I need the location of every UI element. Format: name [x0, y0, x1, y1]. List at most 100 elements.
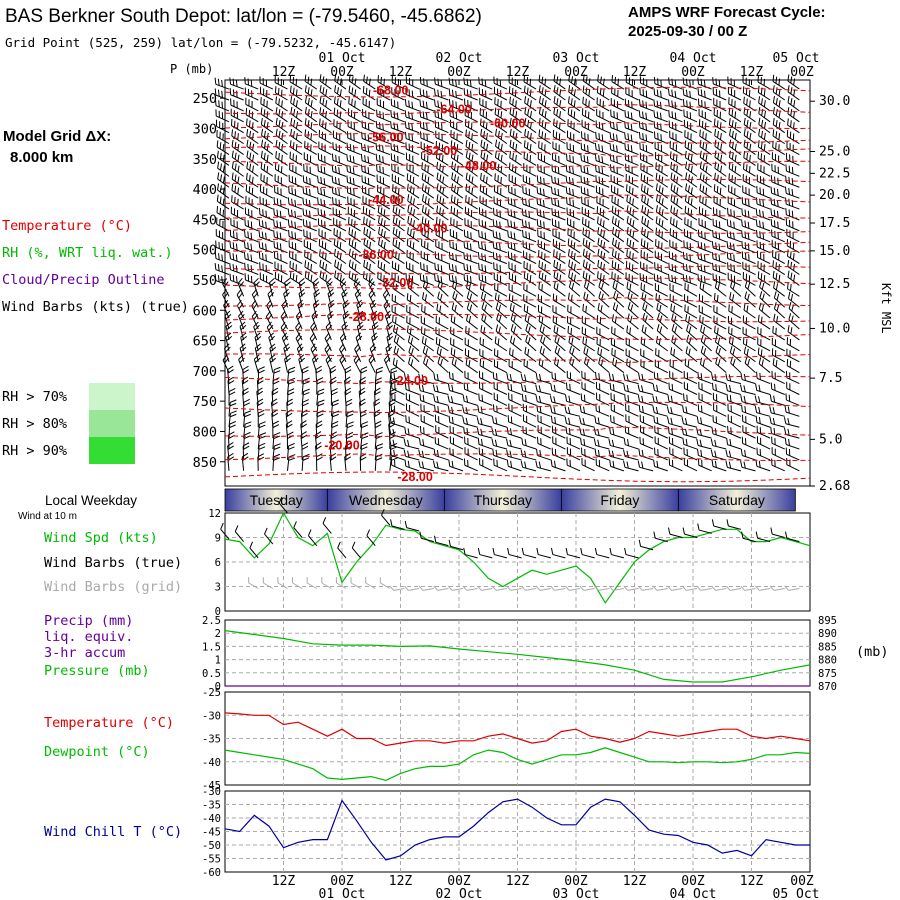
upper-wind-barb — [449, 240, 464, 254]
barb-shaft — [464, 377, 478, 385]
barb-feather — [439, 293, 443, 301]
barb-feather — [538, 140, 540, 148]
barb-feather — [655, 183, 658, 191]
barb-feather — [229, 402, 237, 407]
barb-feather — [479, 348, 481, 356]
barb-shaft — [228, 402, 231, 417]
barb-feather — [434, 273, 436, 281]
barb-feather — [554, 198, 557, 206]
barb-feather — [597, 449, 600, 457]
barb-feather — [525, 395, 527, 402]
barb-feather — [553, 406, 556, 414]
barb-feather — [427, 242, 429, 250]
upper-wind-barb — [494, 97, 508, 112]
upper-wind-barb — [254, 332, 262, 351]
upper-wind-barb — [384, 310, 392, 330]
barb-feather — [441, 155, 444, 162]
upper-wind-barb — [391, 272, 405, 286]
upper-wind-barb — [346, 131, 361, 145]
barb-feather — [310, 253, 312, 261]
barb-feather — [568, 74, 571, 81]
barb-feather — [508, 293, 511, 301]
barb-feather — [436, 449, 439, 457]
barb-feather — [333, 228, 335, 235]
barb-feather — [568, 165, 571, 173]
barb-feather — [570, 109, 573, 117]
upper-wind-barb — [609, 382, 625, 395]
barb-feather — [603, 252, 606, 260]
barb-shaft — [508, 433, 522, 439]
upper-wind-barb — [301, 377, 310, 395]
barb-shaft — [522, 203, 537, 210]
barb-feather — [491, 416, 495, 424]
upper-wind-barb — [267, 288, 275, 308]
barb-feather — [541, 120, 544, 127]
barb-shaft — [242, 369, 245, 384]
upper-wind-barb — [406, 250, 420, 265]
upper-wind-barb — [451, 302, 464, 319]
barb-shaft — [479, 343, 493, 352]
barb-shaft — [449, 389, 464, 395]
barb-feather — [237, 278, 243, 284]
barb-shaft — [524, 113, 537, 123]
barb-feather — [366, 239, 369, 247]
barb-shaft — [566, 388, 581, 395]
upper-wind-barb — [356, 321, 364, 341]
barb-shaft — [466, 287, 478, 297]
barb-shaft — [466, 320, 478, 330]
barb-feather — [654, 250, 656, 258]
upper-wind-barb — [581, 108, 595, 123]
barb-feather — [567, 304, 569, 312]
barb-feather — [347, 108, 350, 116]
barb-feather — [595, 381, 598, 389]
barb-feather — [259, 86, 262, 94]
upper-wind-barb — [391, 293, 405, 308]
barb-feather — [251, 310, 257, 317]
barb-shaft — [376, 127, 391, 134]
barb-feather — [552, 141, 554, 149]
barb-feather — [229, 252, 231, 259]
barb-feather — [537, 229, 539, 237]
barb-feather — [424, 174, 427, 182]
barb-feather — [421, 172, 424, 180]
barb-feather — [330, 431, 337, 436]
barb-feather — [252, 165, 254, 173]
barb-feather — [411, 275, 414, 283]
barb-shaft — [537, 225, 551, 232]
barb-feather — [289, 140, 292, 148]
upper-wind-barb — [435, 216, 449, 232]
upper-wind-barb — [596, 108, 610, 123]
barb-shaft — [257, 445, 260, 460]
barb-feather — [579, 427, 582, 435]
barb-feather — [543, 166, 545, 174]
barb-feather — [344, 456, 351, 461]
barb-shaft — [597, 353, 610, 363]
barb-feather — [582, 259, 585, 267]
barb-feather — [567, 292, 570, 300]
barb-feather — [540, 438, 542, 445]
barb-shaft — [610, 421, 625, 428]
barb-feather — [338, 178, 340, 185]
upper-wind-barb — [227, 431, 235, 450]
barb-feather — [422, 292, 425, 299]
barb-feather — [440, 112, 443, 120]
upper-wind-barb — [259, 272, 274, 286]
barb-feather — [390, 142, 392, 150]
barb-feather — [485, 210, 487, 217]
barb-shaft — [537, 379, 551, 385]
upper-wind-barb — [354, 288, 362, 308]
upper-wind-barb — [566, 447, 581, 461]
barb-feather — [526, 415, 528, 423]
barb-feather — [640, 183, 643, 191]
upper-wind-barb — [406, 315, 420, 330]
barb-feather — [523, 271, 526, 279]
barb-feather — [234, 174, 237, 182]
barb-feather — [581, 131, 583, 138]
barb-feather — [323, 210, 326, 218]
barb-feather — [595, 185, 598, 193]
upper-wind-barb — [553, 357, 566, 374]
upper-wind-barb — [580, 153, 595, 166]
barb-feather — [464, 370, 466, 378]
upper-wind-barb — [404, 99, 420, 112]
barb-feather — [529, 144, 532, 151]
